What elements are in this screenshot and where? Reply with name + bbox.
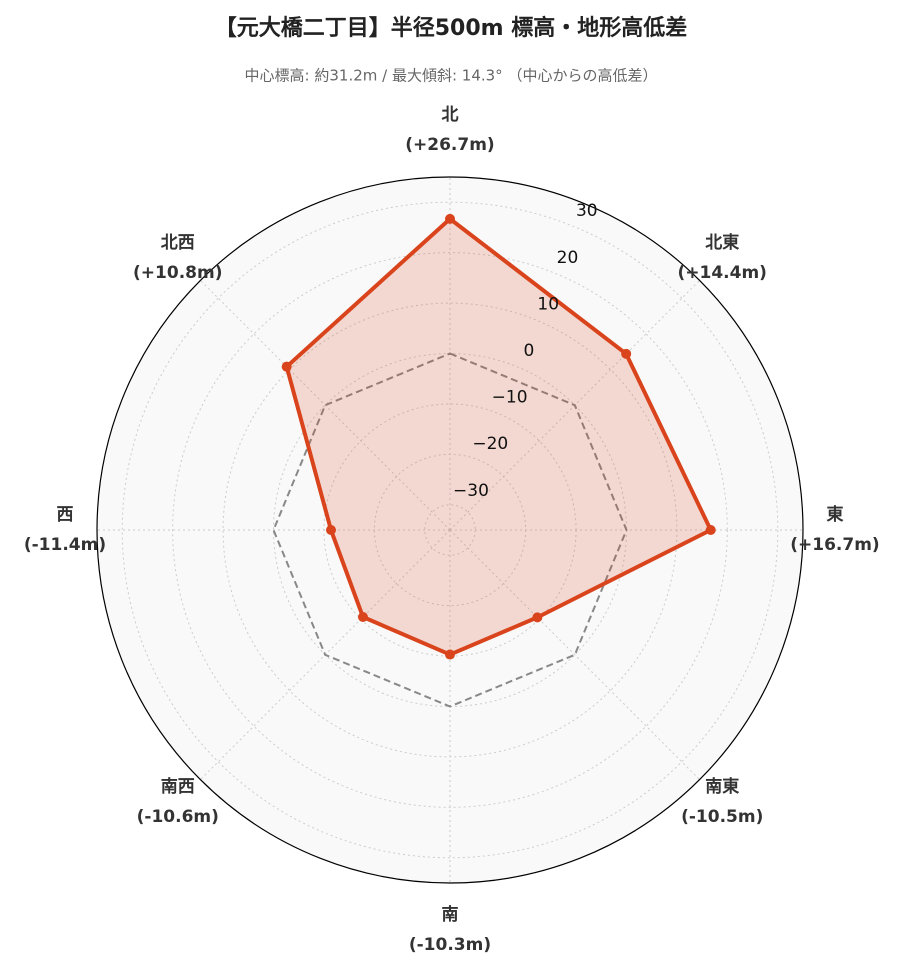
category-label: 北東 <box>705 232 739 253</box>
category-label: 西 <box>57 505 74 525</box>
value-label: (-10.3m) <box>409 935 491 955</box>
data-point <box>445 213 455 224</box>
chart-title: 【元大橋二丁目】半径500m 標高・地形高低差 <box>215 15 688 41</box>
spoke <box>200 280 451 531</box>
r-tick-label: −10 <box>492 388 528 408</box>
r-tick-label: 10 <box>537 294 559 314</box>
category-label: 北 <box>442 105 459 125</box>
chart-subtitle: 中心標高: 約31.2m / 最大傾斜: 14.3° （中心からの高低差） <box>245 67 658 85</box>
value-label: (-10.6m) <box>137 807 219 827</box>
value-label: (-11.4m) <box>24 535 106 555</box>
value-label: (+10.8m) <box>133 263 222 283</box>
r-tick-label: 20 <box>557 248 579 268</box>
data-point <box>325 525 336 535</box>
category-label: 南西 <box>161 776 195 797</box>
category-label: 南 <box>442 904 459 925</box>
value-label: (+14.4m) <box>678 263 767 283</box>
data-point <box>532 612 543 623</box>
grid-circle <box>121 201 779 859</box>
outer-frame <box>96 176 804 884</box>
category-label: 南東 <box>705 776 739 797</box>
r-tick-label: 0 <box>523 341 534 361</box>
category-label: 北西 <box>161 233 195 253</box>
value-label: (+16.7m) <box>790 535 879 555</box>
grid-circle <box>172 252 728 808</box>
r-tick-label: −20 <box>472 434 508 454</box>
category-label: 東 <box>827 504 844 525</box>
spoke <box>449 529 700 780</box>
baseline <box>272 352 628 708</box>
data-point <box>445 649 455 660</box>
r-tick-label: −30 <box>453 481 489 501</box>
data-point <box>705 525 716 535</box>
data-point <box>357 612 368 623</box>
data-point <box>621 348 632 359</box>
data-point <box>281 361 292 372</box>
r-tick-label: 30 <box>576 201 598 221</box>
value-label: (-10.5m) <box>681 807 763 827</box>
value-label: (+26.7m) <box>405 135 494 155</box>
